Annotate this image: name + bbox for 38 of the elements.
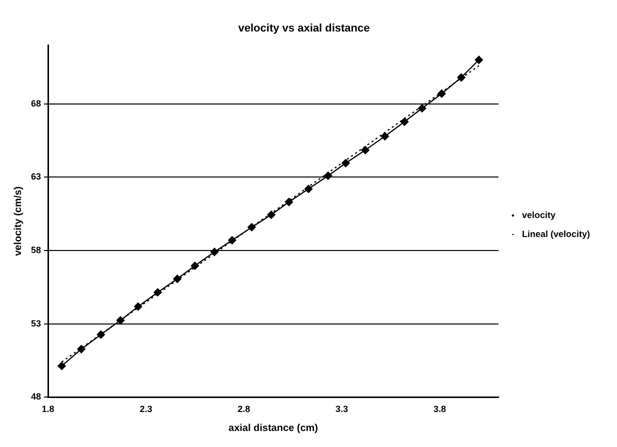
point <box>267 210 276 219</box>
point <box>474 56 483 64</box>
y-tick-label: 53 <box>30 318 42 328</box>
point <box>438 90 446 98</box>
point <box>210 248 219 256</box>
y-tick-label: 48 <box>30 392 42 402</box>
point <box>228 236 236 244</box>
point <box>154 288 162 296</box>
point <box>361 146 370 154</box>
y-tick-label: 68 <box>30 98 42 108</box>
legend-label: velocity <box>522 210 556 220</box>
x-tick-label: 2.3 <box>140 404 152 414</box>
point <box>77 344 86 354</box>
point <box>190 262 200 270</box>
point <box>284 198 294 206</box>
point <box>58 362 66 370</box>
x-tick-label: 3.8 <box>433 404 446 414</box>
x-tick-label: 2.8 <box>238 404 250 414</box>
point <box>400 118 409 126</box>
point <box>173 274 182 283</box>
point <box>248 223 256 232</box>
point <box>342 159 350 168</box>
point <box>304 184 313 194</box>
point <box>96 330 105 339</box>
x-tick-label: 1.8 <box>42 404 54 414</box>
point <box>457 73 466 82</box>
point <box>418 104 426 112</box>
y-axis-title: velocity (cm/s) <box>12 186 24 256</box>
x-axis-title: axial distance (cm) <box>228 422 318 434</box>
point <box>380 132 389 140</box>
point <box>116 316 125 324</box>
x-tick-label: 3.3 <box>336 404 348 414</box>
chart-title: velocity vs axial distance <box>238 22 370 35</box>
y-tick-label: 58 <box>30 245 42 256</box>
y-tick-label: 63 <box>30 172 42 182</box>
point <box>324 172 332 180</box>
legend-label: Lineal (velocity) <box>522 228 590 239</box>
point <box>134 302 142 311</box>
